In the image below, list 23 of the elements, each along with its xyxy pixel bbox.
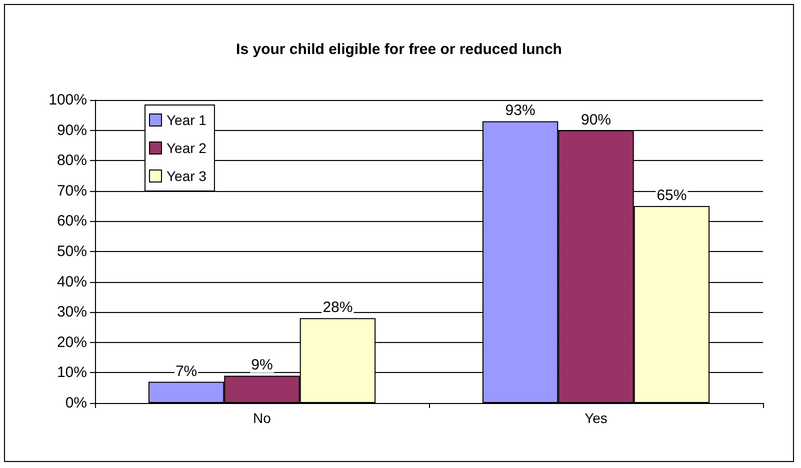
y-tick-label: 20% (56, 334, 87, 351)
data-label: 65% (656, 187, 687, 204)
y-tick-label: 0% (65, 394, 87, 412)
data-label: 93% (505, 102, 536, 120)
y-tick-label: 10% (56, 364, 87, 382)
y-tick-label: 90% (56, 122, 87, 139)
chart-title: Is your child eligible for free or reduced lunch (236, 41, 562, 58)
data-label: 90% (580, 111, 612, 128)
legend-label: Year 2 (166, 140, 207, 156)
data-label: 28% (322, 299, 353, 316)
legend-label: Year 3 (166, 168, 207, 184)
data-label: 9% (251, 356, 273, 374)
y-tick-label: 100% (48, 92, 87, 108)
x-tick-label: Yes (584, 410, 608, 426)
x-tick-label: No (253, 410, 272, 426)
y-tick-label: 30% (56, 304, 87, 321)
data-label: 7% (175, 362, 198, 380)
legend-label: Year 1 (166, 112, 207, 128)
y-tick-label: 80% (56, 152, 87, 170)
y-tick-label: 50% (56, 243, 87, 260)
y-tick-label: 60% (56, 212, 87, 230)
y-tick-label: 70% (56, 182, 87, 200)
y-tick-label: 40% (56, 273, 87, 290)
